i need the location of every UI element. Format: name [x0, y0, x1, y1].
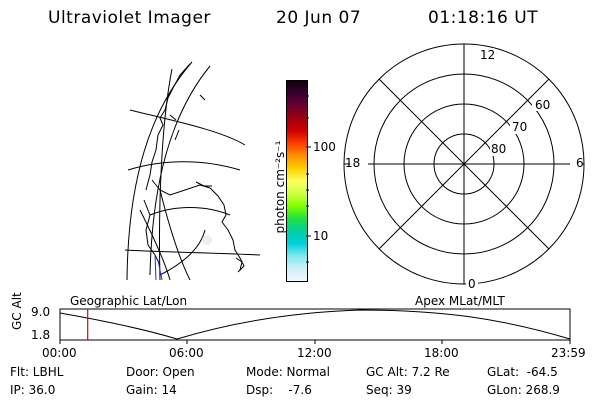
glat-info: GLat: -64.5 [487, 365, 558, 379]
time-label: 01:18:16 UT [428, 8, 539, 28]
lat-80-label: 80 [491, 142, 507, 156]
apex-coord-label: Apex MLat/MLT [415, 294, 505, 308]
colorbar-tick-100: 100 [313, 140, 336, 154]
gc-alt-axis-title: GC Alt [10, 292, 24, 330]
flt-info: Flt: LBHL [10, 365, 64, 379]
x-tick-0600: 06:00 [169, 346, 204, 360]
mlt-0-label: 0 [468, 277, 476, 291]
instrument-title: Ultraviolet Imager [48, 8, 211, 28]
seq-info: Seq: 39 [366, 383, 412, 397]
mlt-6-label: 6 [576, 156, 584, 170]
y-tick-top: 9.0 [31, 305, 51, 319]
glon-info: GLon: 268.9 [487, 383, 560, 397]
mlt-18-label: 18 [345, 156, 361, 170]
lat-60-label: 60 [535, 98, 551, 112]
x-tick-1800: 18:00 [424, 346, 459, 360]
y-tick-bottom: 1.8 [31, 328, 51, 342]
mlt-12-label: 12 [480, 48, 496, 62]
x-tick-2359: 23:59 [551, 346, 586, 360]
x-tick-1200: 12:00 [297, 346, 332, 360]
door-info: Door: Open [126, 365, 195, 379]
mode-info: Mode: Normal [246, 365, 330, 379]
x-tick-0000: 00:00 [42, 346, 77, 360]
dsp-info: Dsp: -7.6 [246, 383, 312, 397]
gc-alt-info: GC Alt: 7.2 Re [366, 365, 450, 379]
gain-info: Gain: 14 [126, 383, 177, 397]
color-scale-bar [286, 80, 308, 282]
colorbar-tick-10: 10 [313, 229, 329, 243]
ip-info: IP: 36.0 [10, 383, 56, 397]
lat-70-label: 70 [512, 120, 528, 134]
geographic-coord-label: Geographic Lat/Lon [70, 294, 188, 308]
date-label: 20 Jun 07 [276, 8, 362, 28]
